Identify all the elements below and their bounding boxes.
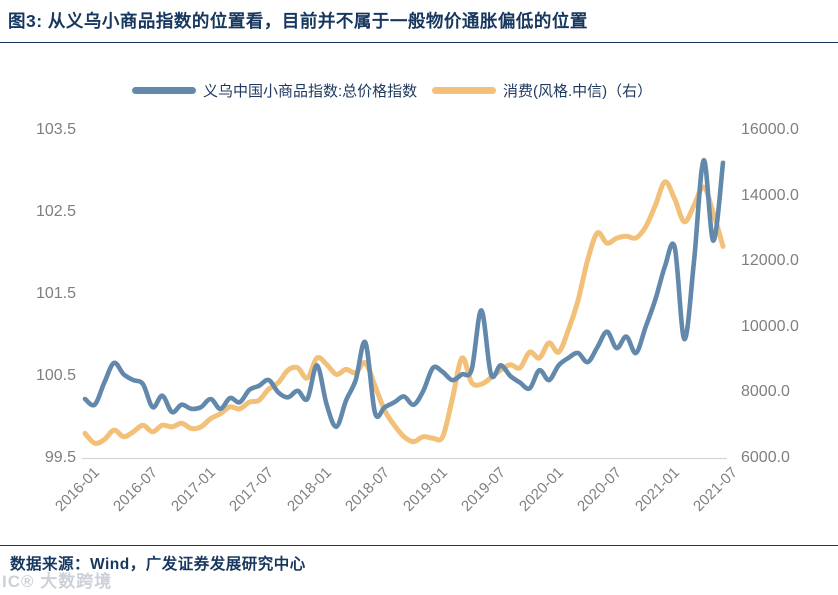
left-axis-tick-label: 100.5 — [35, 367, 76, 384]
yiwu-index-line — [82, 157, 726, 430]
left-axis-tick-label: 99.5 — [44, 449, 76, 466]
right-axis-tick-label: 6000.0 — [741, 449, 790, 466]
top-divider — [0, 42, 838, 43]
legend-item-consumption-index: 消费(风格.中信)（右） — [432, 80, 652, 101]
left-axis-tick-label: 103.5 — [35, 121, 76, 138]
left-axis-tick-label: 101.5 — [35, 285, 76, 302]
right-axis-tick-label: 14000.0 — [741, 186, 799, 204]
figure-title: 图3: 从义乌小商品指数的位置看，目前并不属于一般物价通胀偏低的位置 — [8, 11, 588, 31]
yiwu-series-label: 义乌中国小商品指数:总价格指数 — [203, 83, 418, 100]
watermark-logo: IC® 大数跨境 — [2, 572, 113, 591]
left-axis-tick-label: 102.5 — [35, 203, 76, 220]
consumption-index-line — [82, 179, 726, 446]
right-axis-tick-label: 12000.0 — [741, 252, 799, 270]
yiwu-series-swatch — [132, 87, 196, 94]
legend-item-yiwu-index: 义乌中国小商品指数:总价格指数 — [132, 80, 417, 101]
right-axis-tick-label: 10000.0 — [741, 317, 799, 335]
right-axis-tick-label: 8000.0 — [741, 383, 790, 401]
source-text: 数据来源：Wind，广发证券发展研究中心 — [10, 556, 306, 573]
consumption-series-swatch — [432, 87, 496, 94]
right-axis-tick-label: 16000.0 — [741, 121, 799, 138]
bottom-divider — [0, 545, 838, 546]
consumption-series-label: 消费(风格.中信)（右） — [503, 83, 653, 100]
